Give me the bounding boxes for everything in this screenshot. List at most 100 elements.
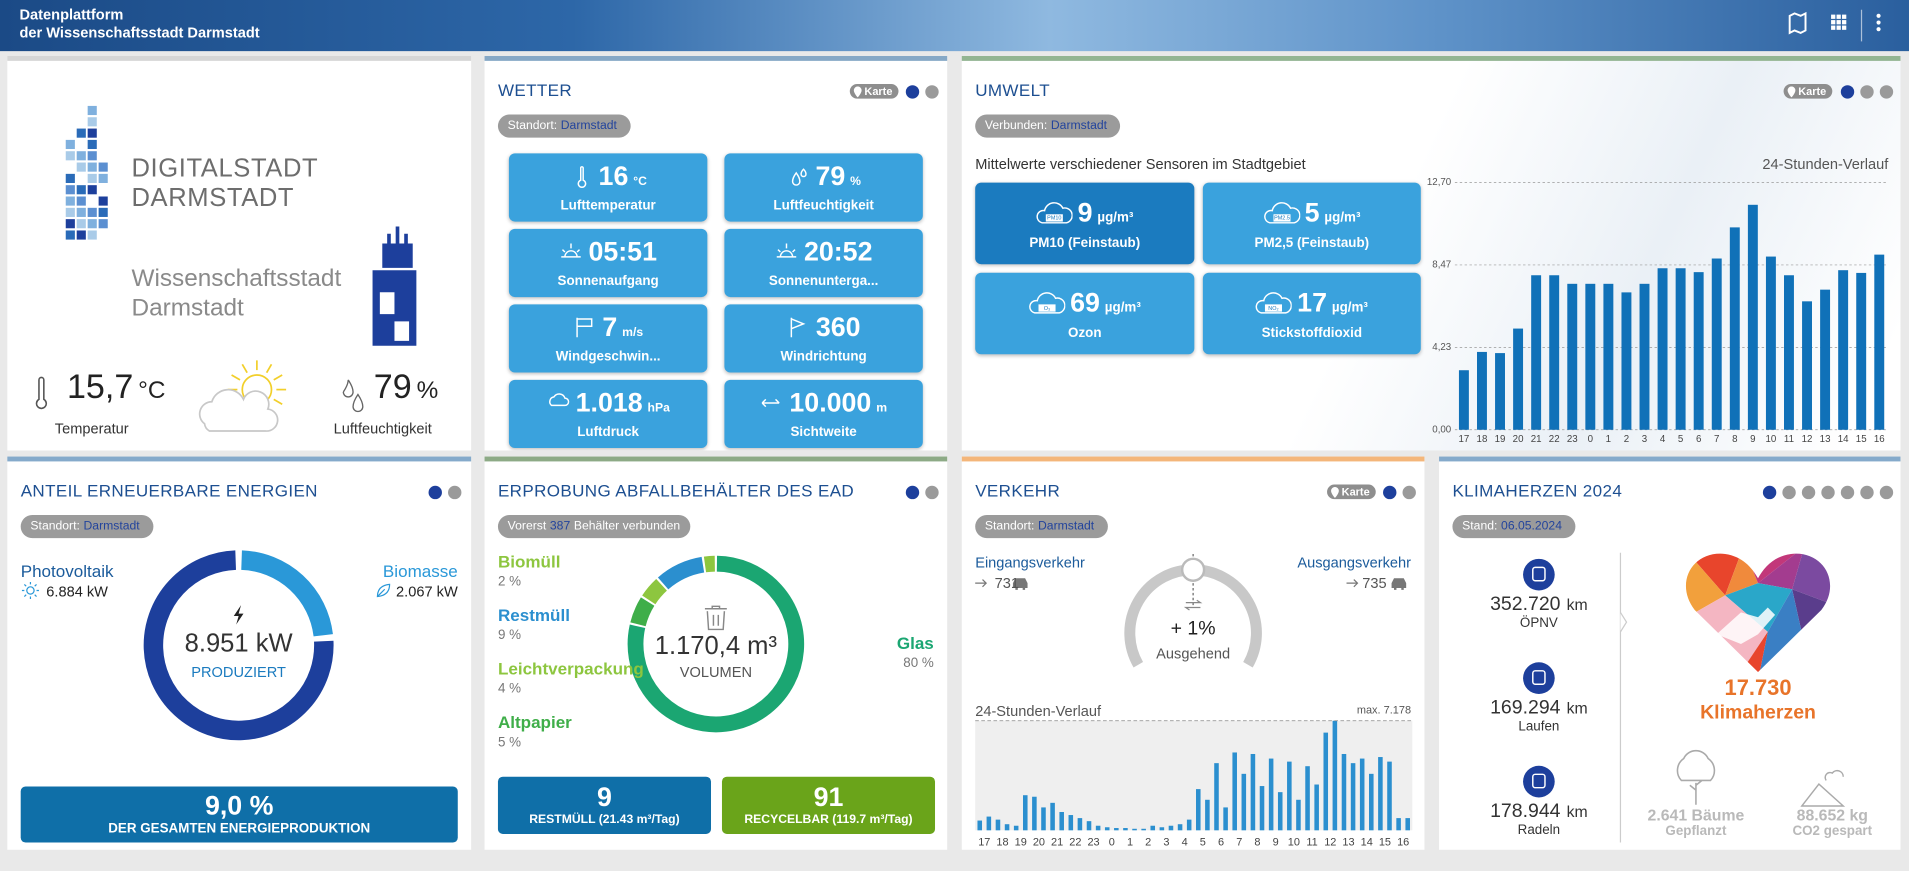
header-title: der Wissenschaftsstadt Darmstadt [19,24,260,42]
tower-body [372,270,417,346]
x-tick-label: 5 [1678,434,1683,445]
page-dot[interactable] [1840,485,1855,500]
page-dot[interactable] [1402,485,1416,500]
logo-square [65,230,75,240]
map-button-label: Karte [1798,85,1827,98]
bar [1241,773,1247,831]
swap-icon [1183,599,1203,611]
menu-dot [1876,27,1881,32]
card-graphics: 17 18 19 20 21 22 23 0 1 2 3 4 5 6 7 8 9 10 11 12 13 14 15 16 [975,553,1413,848]
page-dot[interactable] [1383,485,1397,500]
weather-tile: 16 °C Lufttemperatur [508,153,708,222]
map-button[interactable]: Karte [1327,484,1376,500]
icon-path [576,317,593,338]
menu-dot [1876,13,1881,18]
car-icon [1391,578,1407,590]
recyclable-value: 91 [813,781,844,813]
grid-cell [1836,20,1841,25]
page-dot[interactable] [1860,85,1874,99]
legend-name: Glas [896,633,934,653]
tile-label: Luftfeuchtigkeit [773,198,874,214]
grid-cell [1831,14,1836,19]
sun-cloud-icon [198,360,287,432]
tile-label: Sonnenunterga... [768,273,879,289]
temperature-label: Temperatur [54,420,129,438]
logo-text: DIGITALSTADT [131,154,319,183]
sun-ray [273,398,283,405]
icon-lines [548,393,570,407]
tile-value: 20:52 [803,236,873,267]
outbound-value: 735 [1362,574,1387,592]
divider-chevron [1619,612,1628,633]
menu-icon[interactable] [1876,13,1881,32]
icon-text: O₃ [1044,306,1050,312]
logo-square [87,105,97,116]
icon-badge [1038,304,1056,312]
grid-icon[interactable] [1831,14,1847,30]
pill-text: Darmstadt [1050,119,1108,133]
map-button[interactable]: Karte [849,84,899,99]
tile-label: Ozon [1068,326,1102,341]
tile-label: Stickstoffdioxid [1261,326,1363,341]
x-tick-label: 23 [1567,434,1578,445]
weather-tile: 7 m/s Windgeschwin... [508,304,708,373]
page-dot[interactable] [1821,485,1835,500]
x-tick-label: 3 [1163,836,1169,848]
card-graphics [21,550,391,741]
bar [1277,792,1283,831]
grid-cell [1842,20,1847,25]
drop [352,393,364,413]
page-dot[interactable] [448,485,462,500]
card-title: VERKEHR [975,480,1061,501]
page-dot[interactable] [1762,485,1777,500]
bar [1214,763,1219,831]
header-title: Datenplattform [19,6,124,24]
sun-ray [241,363,248,374]
logo-text: DARMSTADT [131,183,295,212]
bar [1396,818,1401,831]
donut-segment [703,555,716,573]
donut-total: 8.951 kW [184,629,293,658]
x-tick-label: 3 [1642,434,1647,445]
page-dot[interactable] [1801,485,1816,500]
page-dot[interactable] [1879,85,1894,99]
weather-tile: 05:51 Sonnenaufgang [508,228,708,298]
page-dot[interactable] [1840,85,1855,99]
co2-value: 88.652 kg [1796,805,1868,825]
page-dot[interactable] [1782,485,1796,500]
tile-value: 10.000 [789,387,872,418]
donut-label: VOLUMEN [679,663,752,681]
bar [1177,824,1183,831]
page-dot[interactable] [925,485,939,500]
icon-text: NO₂ [1269,306,1279,312]
page-dot[interactable] [925,85,939,99]
logo-square [76,230,86,240]
sun-ray [265,363,273,374]
logo-square [98,207,108,217]
x-tick-label: 19 [1015,836,1027,848]
page-dot[interactable] [1879,485,1894,500]
page-dot[interactable] [905,485,920,500]
x-tick-label: 21 [1531,434,1542,445]
tile-value-row: NO₂ 17 µg/m³ [1203,287,1421,319]
x-tick-label: 22 [1069,836,1081,848]
page-dot[interactable] [428,485,442,500]
status-pill: Stand: 06.05.2024 [1452,514,1576,539]
bar [1747,204,1758,430]
map-icon[interactable] [1788,11,1807,35]
bar [1086,821,1092,831]
co2-icon [1800,769,1846,807]
page-dot[interactable] [905,85,920,99]
bar [1359,758,1365,831]
logo-square [76,219,86,229]
status-pill: Standort: Darmstadt [975,514,1108,539]
x-tick-label: 17 [978,836,990,848]
bar [1022,795,1028,831]
bar [1549,275,1560,430]
map-button[interactable]: Karte [1783,84,1833,99]
activity-icon [1523,662,1555,694]
rays [21,581,39,599]
page-dot[interactable] [1860,485,1874,500]
legend-value: 4 % [497,681,522,697]
icon-path [790,317,806,338]
